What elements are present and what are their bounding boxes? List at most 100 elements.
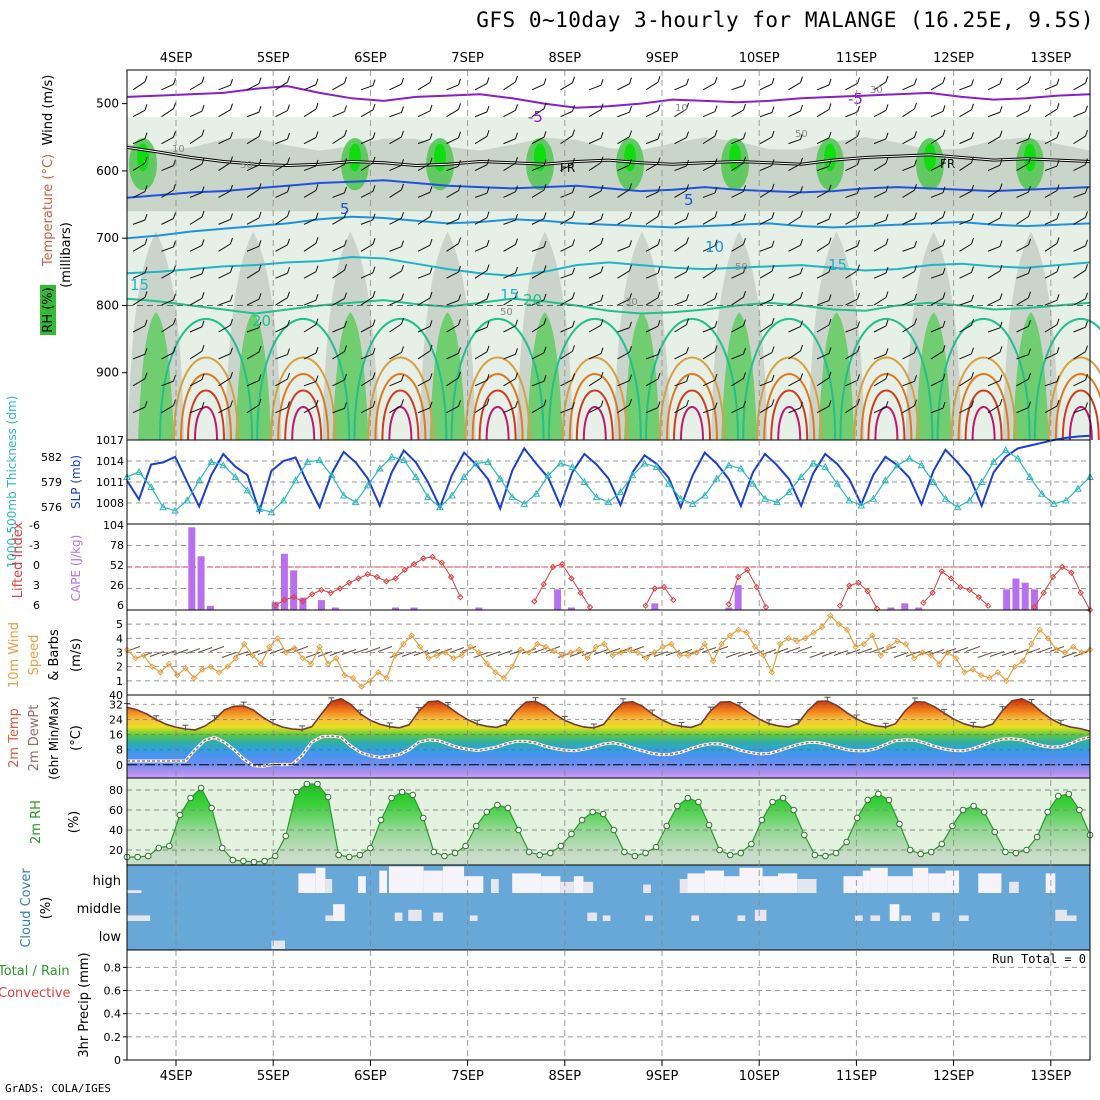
wind-barb-flag: [429, 401, 433, 408]
wind-barb: [246, 327, 260, 333]
rh-point: [557, 842, 565, 850]
wind-barb-flag: [515, 238, 518, 245]
wind-barb: [873, 406, 887, 414]
wind-barb-flag: [828, 318, 832, 326]
wind-speed-point: [575, 646, 583, 653]
thickness-point: [448, 491, 456, 499]
surface-wind-barb: [209, 646, 225, 652]
wind-speed-point: [986, 674, 993, 682]
wind-barb-flag: [771, 183, 775, 191]
cloud-block: [870, 867, 888, 893]
wind-barb: [218, 300, 231, 306]
wind-barb: [218, 271, 231, 279]
cloud-block: [889, 904, 900, 921]
wind-barb: [1016, 138, 1029, 145]
wind-barb-flag: [230, 347, 233, 354]
wind-speed-point: [132, 654, 139, 662]
rh-point: [229, 856, 237, 864]
wind-barb-flag: [857, 292, 860, 300]
wind-barb-flag: [144, 213, 148, 221]
cloud-block: [928, 873, 946, 893]
cloud-block: [912, 867, 929, 893]
wind-barb: [645, 216, 659, 225]
wind-barb: [845, 135, 858, 145]
wind-barb-flag: [401, 159, 404, 166]
cape-bar: [567, 607, 575, 610]
wind-barb: [902, 136, 915, 145]
wind-barb: [246, 164, 260, 171]
cloud-block: [325, 879, 333, 893]
wind-barb-flag: [999, 211, 1003, 219]
wind-barb: [218, 353, 231, 360]
wind-barb-flag: [230, 184, 233, 192]
freezing-level-label: FR: [560, 161, 575, 175]
wind-barb: [389, 404, 402, 414]
wind-barb-flag: [686, 375, 689, 382]
wind-speed-point: [391, 652, 399, 659]
wind-speed-point: [684, 652, 692, 659]
isotherm-label: 5: [340, 200, 350, 218]
wind-barb: [1073, 245, 1086, 252]
bottom-date-label: 5SEP: [257, 1069, 290, 1084]
wind-barb-flag: [401, 374, 404, 382]
wind-barb-flag: [230, 319, 233, 326]
wind-speed-point: [475, 649, 482, 656]
wind-barb-flag: [543, 293, 547, 301]
wind-barb-flag: [372, 347, 376, 355]
thickness-point: [1013, 454, 1022, 462]
wind-barb-flag: [486, 292, 490, 300]
wind-barb-flag: [287, 157, 290, 164]
wind-barb-flag: [458, 400, 461, 407]
rh-point: [927, 848, 935, 856]
wind-barb: [389, 164, 402, 172]
warm-isotherm: [284, 389, 323, 441]
wind-barb: [446, 352, 459, 360]
wind-barb: [218, 218, 231, 225]
wind-barb: [959, 300, 972, 306]
cloud-block: [442, 866, 465, 893]
thickness-point: [989, 457, 998, 465]
wind-barb-flag: [429, 373, 433, 380]
thickness-point: [243, 486, 252, 494]
wind-barb: [1016, 407, 1029, 414]
rh-bright-cell: [824, 143, 836, 172]
wind-barb: [360, 377, 374, 387]
wind-speed-point: [910, 654, 918, 662]
wind-barb-flag: [372, 79, 376, 86]
wind-barb: [360, 296, 374, 306]
wind-barb-flag: [800, 344, 803, 352]
wind-barb: [189, 192, 203, 198]
precip-tick-label: 0: [114, 1054, 121, 1067]
wind-speed-point: [534, 640, 541, 648]
wind-barb-flag: [173, 399, 176, 406]
wind-barb-flag: [714, 211, 718, 218]
wind-barb-flag: [629, 321, 632, 328]
wind-barb: [218, 84, 231, 91]
wind-barb-flag: [999, 106, 1003, 113]
rh-point: [356, 851, 364, 859]
wind-barb: [845, 111, 858, 118]
surface-wind-barb: [725, 652, 741, 658]
rh-point: [546, 849, 554, 857]
wind-barb-flag: [942, 158, 946, 165]
wind-barb: [503, 191, 516, 198]
wind-barb: [759, 189, 773, 198]
wind-barb-flag: [914, 184, 917, 191]
isotherm-20-arch: [936, 318, 1031, 441]
wind-speed-point: [885, 643, 893, 651]
wind-speed-point: [818, 623, 826, 631]
thickness-point: [628, 471, 637, 479]
cloud-block: [394, 912, 403, 921]
wind-barb-flag: [828, 371, 832, 379]
wind-tick-label: 4: [116, 632, 123, 645]
wind-speed-point: [994, 669, 1002, 676]
rh-point: [949, 822, 956, 830]
wind-barb: [132, 138, 146, 145]
wind-barb: [759, 112, 773, 118]
wind-barb: [1073, 192, 1086, 198]
wind-barb-flag: [743, 347, 746, 355]
isotherm-0-core: [126, 146, 1091, 167]
wind-barb: [902, 299, 915, 306]
